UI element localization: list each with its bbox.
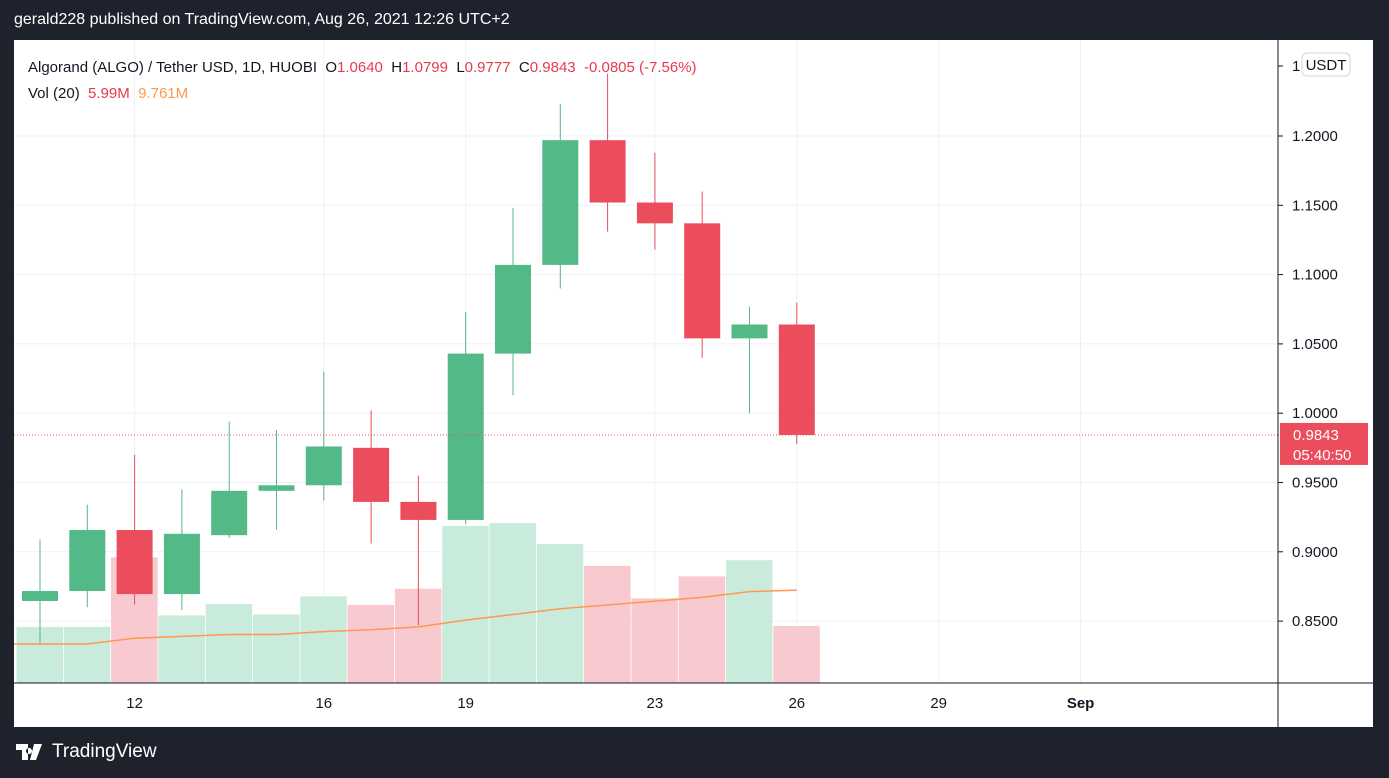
candle-body: [731, 324, 768, 339]
x-tick-label: 23: [647, 695, 664, 712]
tradingview-logo[interactable]: TradingView: [16, 741, 157, 763]
open-value: 1.0640: [337, 59, 383, 76]
candle-body: [22, 591, 58, 602]
x-tick-label: 12: [126, 695, 143, 712]
y-tick-label: 1.1000: [1292, 267, 1338, 284]
y-tick-label: 1.1500: [1292, 197, 1338, 214]
symbol-title: Algorand (ALGO) / Tether USD, 1D, HUOBI: [28, 59, 317, 76]
volume-bar: [584, 565, 631, 683]
high-label: H: [391, 59, 403, 76]
last-price-badge: [1280, 422, 1368, 465]
close-value: 0.9843: [529, 59, 576, 76]
currency-badge: [1301, 52, 1351, 77]
candle-body: [258, 485, 295, 491]
low-label: L: [456, 59, 465, 76]
volume-bar: [536, 544, 584, 683]
tradingview-logo-icon: [16, 744, 42, 760]
candle-body: [495, 264, 531, 354]
volume-bar: [158, 615, 205, 683]
candle-body: [589, 140, 626, 203]
price-chart[interactable]: 12 16 19 23 26 29 Sep 1.2000 1.1500 1.1000 1.0500 1…: [14, 40, 1373, 727]
y-tick-label: 0.9500: [1292, 475, 1338, 492]
volume-bar: [631, 598, 678, 683]
volume-ma-value: 9.761M: [138, 85, 189, 102]
candle-body: [400, 501, 437, 520]
y-tick-label: 1: [1292, 58, 1300, 75]
volume-bar: [773, 625, 820, 683]
volume-ma-line: [14, 589, 797, 645]
volume-bar: [63, 626, 111, 683]
candle-body: [305, 446, 342, 486]
open-label: O: [325, 59, 338, 76]
volume-bar: [347, 604, 395, 683]
volume-bar: [300, 596, 347, 683]
y-tick-label: 1.0500: [1292, 336, 1338, 353]
y-tick-label: 1.2000: [1292, 128, 1338, 145]
volume-label: Vol (20): [28, 85, 80, 102]
candle-body: [116, 530, 153, 595]
x-tick-label: 19: [457, 695, 474, 712]
publisher-line: gerald228 published on TradingView.com, …: [14, 11, 510, 28]
candle-body: [636, 202, 673, 224]
volume-bar: [726, 560, 773, 683]
volume-bar: [205, 603, 253, 683]
change-value: -0.0805 (-7.56%): [583, 59, 697, 76]
low-value: 0.9777: [464, 59, 511, 76]
volume-value: 5.99M: [88, 85, 130, 102]
volume-bar: [489, 523, 536, 683]
last-price-label: 0.9843: [1293, 427, 1339, 444]
candle-body: [163, 533, 200, 595]
candle-body: [778, 324, 815, 435]
candle-body: [542, 140, 579, 265]
x-tick-label: Sep: [1067, 695, 1095, 712]
currency-label: USDT: [1306, 57, 1347, 74]
candle-body: [684, 223, 721, 339]
candle-body: [211, 490, 248, 536]
y-tick-label: 1.0000: [1292, 405, 1338, 422]
candle-body: [69, 530, 106, 592]
y-tick-label: 0.9000: [1292, 544, 1338, 561]
volume-bar: [253, 614, 300, 683]
candle-body: [447, 353, 484, 520]
volume-bar: [442, 525, 489, 683]
high-value: 1.0799: [402, 59, 448, 76]
x-tick-label: 16: [315, 695, 332, 712]
x-tick-label: 29: [930, 695, 947, 712]
bar-countdown-label: 05:40:50: [1293, 447, 1351, 464]
y-tick-label: 0.8500: [1292, 613, 1338, 630]
x-tick-label: 26: [788, 695, 805, 712]
volume-bar: [678, 576, 726, 683]
close-label: C: [518, 59, 530, 76]
legend: Algorand (ALGO) / Tether USD, 1D, HUOBI …: [28, 55, 697, 107]
candle-body: [353, 447, 390, 502]
brand-name: TradingView: [52, 741, 157, 762]
